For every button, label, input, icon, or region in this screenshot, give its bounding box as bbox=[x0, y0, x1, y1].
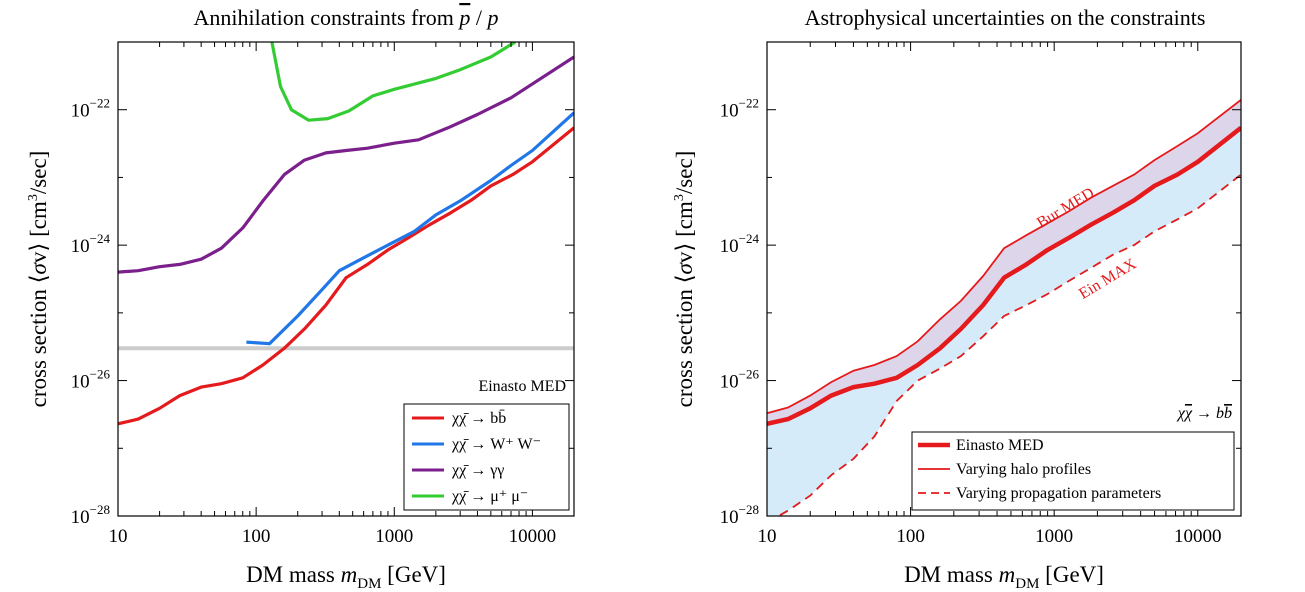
left-legend: χχ̄ → bb̄ χχ̄ → W⁺ W⁻ χχ̄ → γγ χχ̄ → μ⁺ μ⁻ bbox=[403, 403, 570, 511]
right-plot-clipped bbox=[767, 99, 1241, 516]
right-legend-label-1: Varying halo profiles bbox=[956, 461, 1091, 478]
right-x-tick-label: 10000 bbox=[1174, 526, 1222, 547]
propagation-band bbox=[767, 127, 1241, 516]
right-x-tick-label: 1000 bbox=[1035, 526, 1073, 547]
right-chart-panel: Astrophysical uncertainties on the const… bbox=[672, 5, 1242, 592]
propagation-line bbox=[776, 173, 1241, 516]
right-y-tick-label: 10−26 bbox=[720, 367, 760, 393]
halo-band bbox=[767, 99, 1241, 424]
left-x-tick-label: 10 bbox=[109, 526, 128, 547]
right-x-tick-label: 100 bbox=[896, 526, 925, 547]
right-channel-label: χχ → bb bbox=[1176, 405, 1232, 422]
right-chart-title: Astrophysical uncertainties on the const… bbox=[805, 5, 1206, 30]
left-y-tick-label: 10−22 bbox=[71, 96, 110, 122]
left-x-tick-label: 10000 bbox=[509, 526, 557, 547]
left-chart-title: Annihilation constraints from p / p bbox=[194, 5, 499, 30]
left-y-tick-label: 10−28 bbox=[71, 502, 110, 528]
right-plot-frame bbox=[766, 41, 1242, 517]
right-y-tick-label: 10−22 bbox=[720, 96, 759, 122]
right-y-tick-label: 10−28 bbox=[720, 502, 759, 528]
left-chart-panel: Annihilation constraints from p / p 10 10… bbox=[26, 5, 575, 592]
left-legend-box bbox=[403, 403, 570, 511]
series-line-2 bbox=[118, 55, 574, 274]
legend-label-0: χχ̄ → bb̄ bbox=[451, 409, 506, 427]
left-plot-frame bbox=[117, 41, 575, 517]
right-axis-ticks: 10 100 1000 10000 10−28 10−26 10−24 10−22 bbox=[720, 41, 1242, 547]
right-plot-data bbox=[767, 99, 1241, 516]
series-line-0 bbox=[118, 126, 574, 426]
left-annotation: Einasto MED bbox=[478, 378, 566, 395]
halo-line bbox=[767, 99, 1241, 415]
right-legend-label-2: Varying propagation parameters bbox=[956, 485, 1161, 502]
right-legend-label-0: Einasto MED bbox=[956, 437, 1044, 454]
left-y-axis-label: cross section ⟨σv⟩ [cm3/sec] bbox=[26, 151, 51, 408]
einasto-med-line bbox=[767, 126, 1241, 426]
left-x-tick-label: 100 bbox=[242, 526, 271, 547]
left-plot-data bbox=[118, 42, 574, 426]
left-axis-ticks: 10 100 1000 10000 10−28 10−26 10−24 10−22 bbox=[71, 41, 575, 547]
right-y-tick-label: 10−24 bbox=[720, 231, 760, 257]
right-x-tick-label: 10 bbox=[758, 526, 777, 547]
series-line-1 bbox=[246, 111, 574, 346]
legend-label-3: χχ̄ → μ⁺ μ⁻ bbox=[451, 488, 528, 505]
legend-label-1: χχ̄ → W⁺ W⁻ bbox=[451, 436, 541, 453]
right-legend: Einasto MED Varying halo profiles Varying … bbox=[911, 431, 1235, 511]
left-y-tick-label: 10−24 bbox=[71, 231, 111, 257]
right-x-axis-label: DM mass mDM [GeV] bbox=[904, 562, 1104, 592]
left-x-axis-label: DM mass mDM [GeV] bbox=[246, 562, 446, 592]
left-y-tick-label: 10−26 bbox=[71, 367, 111, 393]
left-plot-clipped bbox=[118, 42, 574, 426]
legend-label-2: χχ̄ → γγ bbox=[451, 462, 504, 479]
right-y-axis-label: cross section ⟨σv⟩ [cm3/sec] bbox=[672, 151, 697, 408]
right-legend-box bbox=[911, 431, 1235, 511]
series-line-3 bbox=[270, 42, 517, 122]
right-legend-entries: Einasto MED Varying halo profiles Varying … bbox=[918, 437, 1161, 502]
left-legend-entries: χχ̄ → bb̄ χχ̄ → W⁺ W⁻ χχ̄ → γγ χχ̄ → μ⁺ μ⁻ bbox=[412, 409, 541, 505]
left-x-tick-label: 1000 bbox=[375, 526, 413, 547]
